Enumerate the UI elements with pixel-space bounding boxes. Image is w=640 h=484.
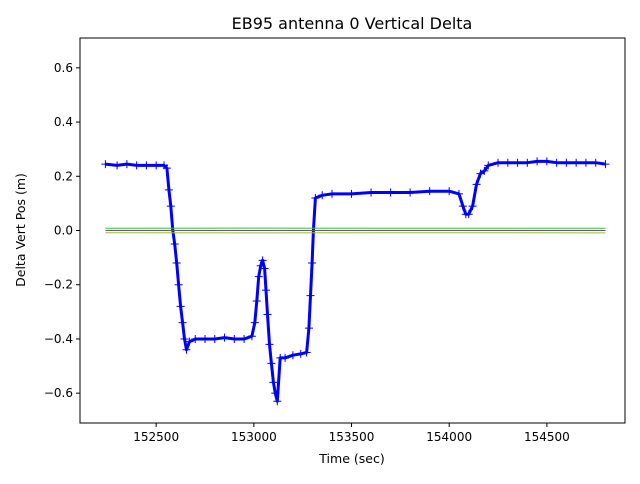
x-tick-label: 153000: [231, 430, 277, 444]
data-point: [601, 160, 609, 168]
data-point: [259, 256, 267, 264]
data-point: [152, 161, 160, 169]
x-axis-label: Time (sec): [318, 451, 384, 466]
data-point: [459, 202, 467, 210]
data-point: [367, 189, 375, 197]
chart-title: EB95 antenna 0 Vertical Delta: [232, 14, 473, 33]
data-point: [165, 186, 173, 194]
data-point: [281, 354, 289, 362]
y-tick-label: −0.2: [44, 278, 73, 292]
data-point: [297, 350, 305, 358]
series-0: [101, 157, 609, 405]
data-point: [201, 335, 209, 343]
data-point: [251, 319, 259, 327]
data-point: [269, 378, 277, 386]
series-trace: [105, 161, 605, 401]
data-point: [173, 259, 181, 267]
data-point: [582, 159, 590, 167]
data-point: [182, 346, 190, 354]
data-point: [253, 297, 261, 305]
y-tick-label: 0.4: [54, 115, 73, 129]
data-point: [426, 187, 434, 195]
data-point: [265, 340, 273, 348]
y-tick-label: 0.6: [54, 61, 73, 75]
data-point: [267, 359, 275, 367]
data-point: [445, 187, 453, 195]
x-tick-label: 154500: [524, 430, 570, 444]
data-point: [494, 159, 502, 167]
data-point: [406, 189, 414, 197]
data-point: [592, 159, 600, 167]
x-tick-label: 153500: [329, 430, 375, 444]
data-point: [523, 159, 531, 167]
data-point: [101, 160, 109, 168]
data-point: [504, 159, 512, 167]
data-point: [142, 161, 150, 169]
data-point: [307, 292, 315, 300]
data-point: [553, 159, 561, 167]
y-tick-label: 0.0: [54, 224, 73, 238]
data-point: [167, 202, 175, 210]
data-point: [562, 159, 570, 167]
y-axis-label: Delta Vert Pos (m): [13, 173, 28, 287]
y-tick-label: −0.4: [44, 332, 73, 346]
data-point: [133, 161, 141, 169]
data-point: [303, 349, 311, 357]
y-axis: −0.6 −0.4 −0.2 0.0 0.2 0.4 0.6: [44, 61, 80, 400]
data-point: [533, 157, 541, 165]
data-point: [473, 180, 481, 188]
data-point: [311, 194, 319, 202]
data-point: [179, 319, 187, 327]
x-axis: 152500 153000 153500 154000 154500: [133, 423, 569, 444]
data-point: [514, 159, 522, 167]
data-point: [289, 351, 297, 359]
data-point: [123, 160, 131, 168]
data-point: [248, 332, 256, 340]
data-point: [572, 159, 580, 167]
data-point: [113, 161, 121, 169]
data-point: [255, 273, 263, 281]
data-point: [328, 190, 336, 198]
data-point: [171, 240, 179, 248]
data-point: [318, 191, 326, 199]
data-point: [221, 334, 229, 342]
data-point: [543, 157, 551, 165]
y-tick-label: −0.6: [44, 386, 73, 400]
data-point: [211, 335, 219, 343]
data-point: [175, 281, 183, 289]
data-point: [262, 286, 270, 294]
data-point: [387, 189, 395, 197]
x-tick-label: 152500: [133, 430, 179, 444]
data-point: [305, 324, 313, 332]
data-point: [273, 397, 281, 405]
y-tick-label: 0.2: [54, 169, 73, 183]
data-point: [264, 311, 272, 319]
x-tick-label: 154000: [426, 430, 472, 444]
data-point: [240, 335, 248, 343]
data-point: [177, 302, 185, 310]
data-point: [230, 335, 238, 343]
data-point: [348, 190, 356, 198]
data-point: [308, 259, 316, 267]
series-layer: [101, 157, 609, 405]
data-point: [455, 190, 463, 198]
